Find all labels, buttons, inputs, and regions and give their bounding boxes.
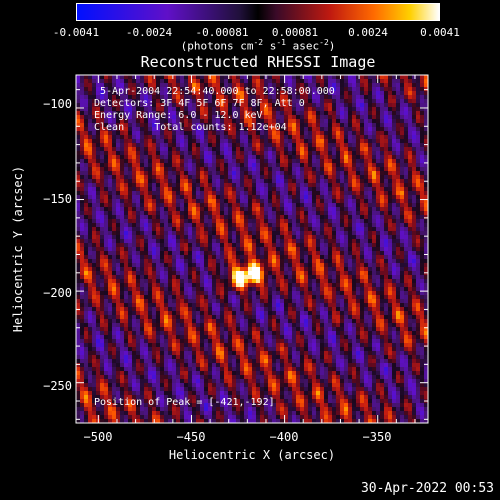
- colorbar-tick-label: 0.0041: [420, 26, 460, 39]
- heatmap-cells: [76, 75, 428, 423]
- x-tick-label: −450: [176, 430, 206, 444]
- axis-ticks: [76, 75, 428, 423]
- chart-title: Reconstructed RHESSI Image: [140, 53, 376, 71]
- colorbar-tick-label: -0.00081: [195, 26, 249, 39]
- y-tick-label: −200: [43, 286, 72, 300]
- x-tick-label: −350: [362, 430, 392, 444]
- y-axis-label: Heliocentric Y (arcsec): [11, 166, 25, 332]
- x-axis-label: Heliocentric X (arcsec): [169, 448, 335, 462]
- colorbar: [76, 3, 440, 21]
- y-tick-label: −100: [43, 97, 72, 111]
- clean-counts-annotation: Clean Total counts: 1.12e+04: [94, 122, 287, 133]
- y-tick-label: −150: [43, 192, 72, 206]
- x-tick-label: −500: [83, 430, 113, 444]
- colorbar-tick-label: -0.0024: [125, 26, 173, 39]
- colorbar-tick-label: -0.0041: [52, 26, 100, 39]
- y-tick-label: −250: [43, 379, 72, 393]
- peak-position-annotation: Position of Peak = [-421,-192]: [94, 397, 275, 408]
- detectors-annotation: Detectors: 3F 4F 5F 6F 7F 8F, Att 0: [94, 98, 305, 109]
- energy-range-annotation: Energy Range: 6.0 - 12.0 keV: [94, 110, 263, 121]
- time-range-annotation: 5-Apr-2004 22:54:40.000 to 22:58:00.000: [100, 86, 335, 97]
- plot-frame: [75, 74, 429, 424]
- colorbar-tick-label: 0.00081: [271, 26, 319, 39]
- x-tick-label: −400: [269, 430, 299, 444]
- timestamp: 30-Apr-2022 00:53: [360, 481, 494, 496]
- colorbar-tick-label: 0.0024: [348, 26, 388, 39]
- colorbar-units: (photons cm-2 s-1 asec-2): [180, 38, 336, 53]
